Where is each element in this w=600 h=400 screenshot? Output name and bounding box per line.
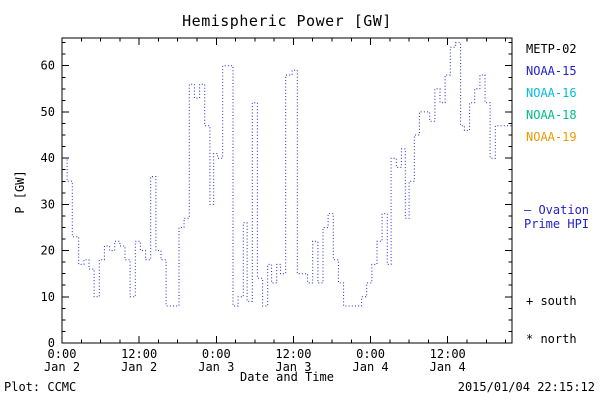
legend-south-marker: + south — [526, 294, 577, 308]
svg-text:12:00: 12:00 — [275, 347, 311, 361]
svg-text:Jan 2: Jan 2 — [44, 360, 80, 374]
x-axis-label: Date and Time — [240, 370, 334, 384]
svg-text:Jan 3: Jan 3 — [198, 360, 234, 374]
legend-item-noaa19: NOAA-19 — [526, 130, 577, 144]
legend-item-noaa15: NOAA-15 — [526, 64, 577, 78]
legend-north-marker: * north — [526, 332, 577, 346]
svg-text:Jan 2: Jan 2 — [121, 360, 157, 374]
svg-text:Jan 4: Jan 4 — [353, 360, 389, 374]
svg-text:60: 60 — [41, 59, 55, 73]
svg-text:10: 10 — [41, 290, 55, 304]
svg-text:Jan 4: Jan 4 — [430, 360, 466, 374]
svg-text:50: 50 — [41, 105, 55, 119]
svg-text:20: 20 — [41, 244, 55, 258]
svg-text:0:00: 0:00 — [356, 347, 385, 361]
legend-item-noaa16: NOAA-16 — [526, 86, 577, 100]
ovation-line1: – Ovation — [524, 203, 590, 217]
svg-text:40: 40 — [41, 151, 55, 165]
svg-text:30: 30 — [41, 197, 55, 211]
svg-text:0:00: 0:00 — [202, 347, 231, 361]
svg-text:12:00: 12:00 — [430, 347, 466, 361]
svg-text:Jan 3: Jan 3 — [275, 360, 311, 374]
ovation-line2: Prime HPI — [524, 217, 590, 231]
legend-item-metp02: METP-02 — [526, 42, 577, 56]
plot-source-label: Plot: CCMC — [4, 380, 77, 394]
svg-text:12:00: 12:00 — [121, 347, 157, 361]
plot-timestamp: 2015/01/04 22:15:12 — [457, 380, 595, 394]
legend-item-noaa18: NOAA-18 — [526, 108, 577, 122]
svg-text:0:00: 0:00 — [48, 347, 77, 361]
chart-title: Hemispheric Power [GW] — [182, 12, 392, 30]
legend: METP-02 NOAA-15 NOAA-16 NOAA-18 NOAA-19 — [526, 38, 577, 148]
svg-text:0: 0 — [48, 336, 55, 350]
legend-ovation-prime-hpi: – Ovation Prime HPI — [524, 203, 589, 231]
